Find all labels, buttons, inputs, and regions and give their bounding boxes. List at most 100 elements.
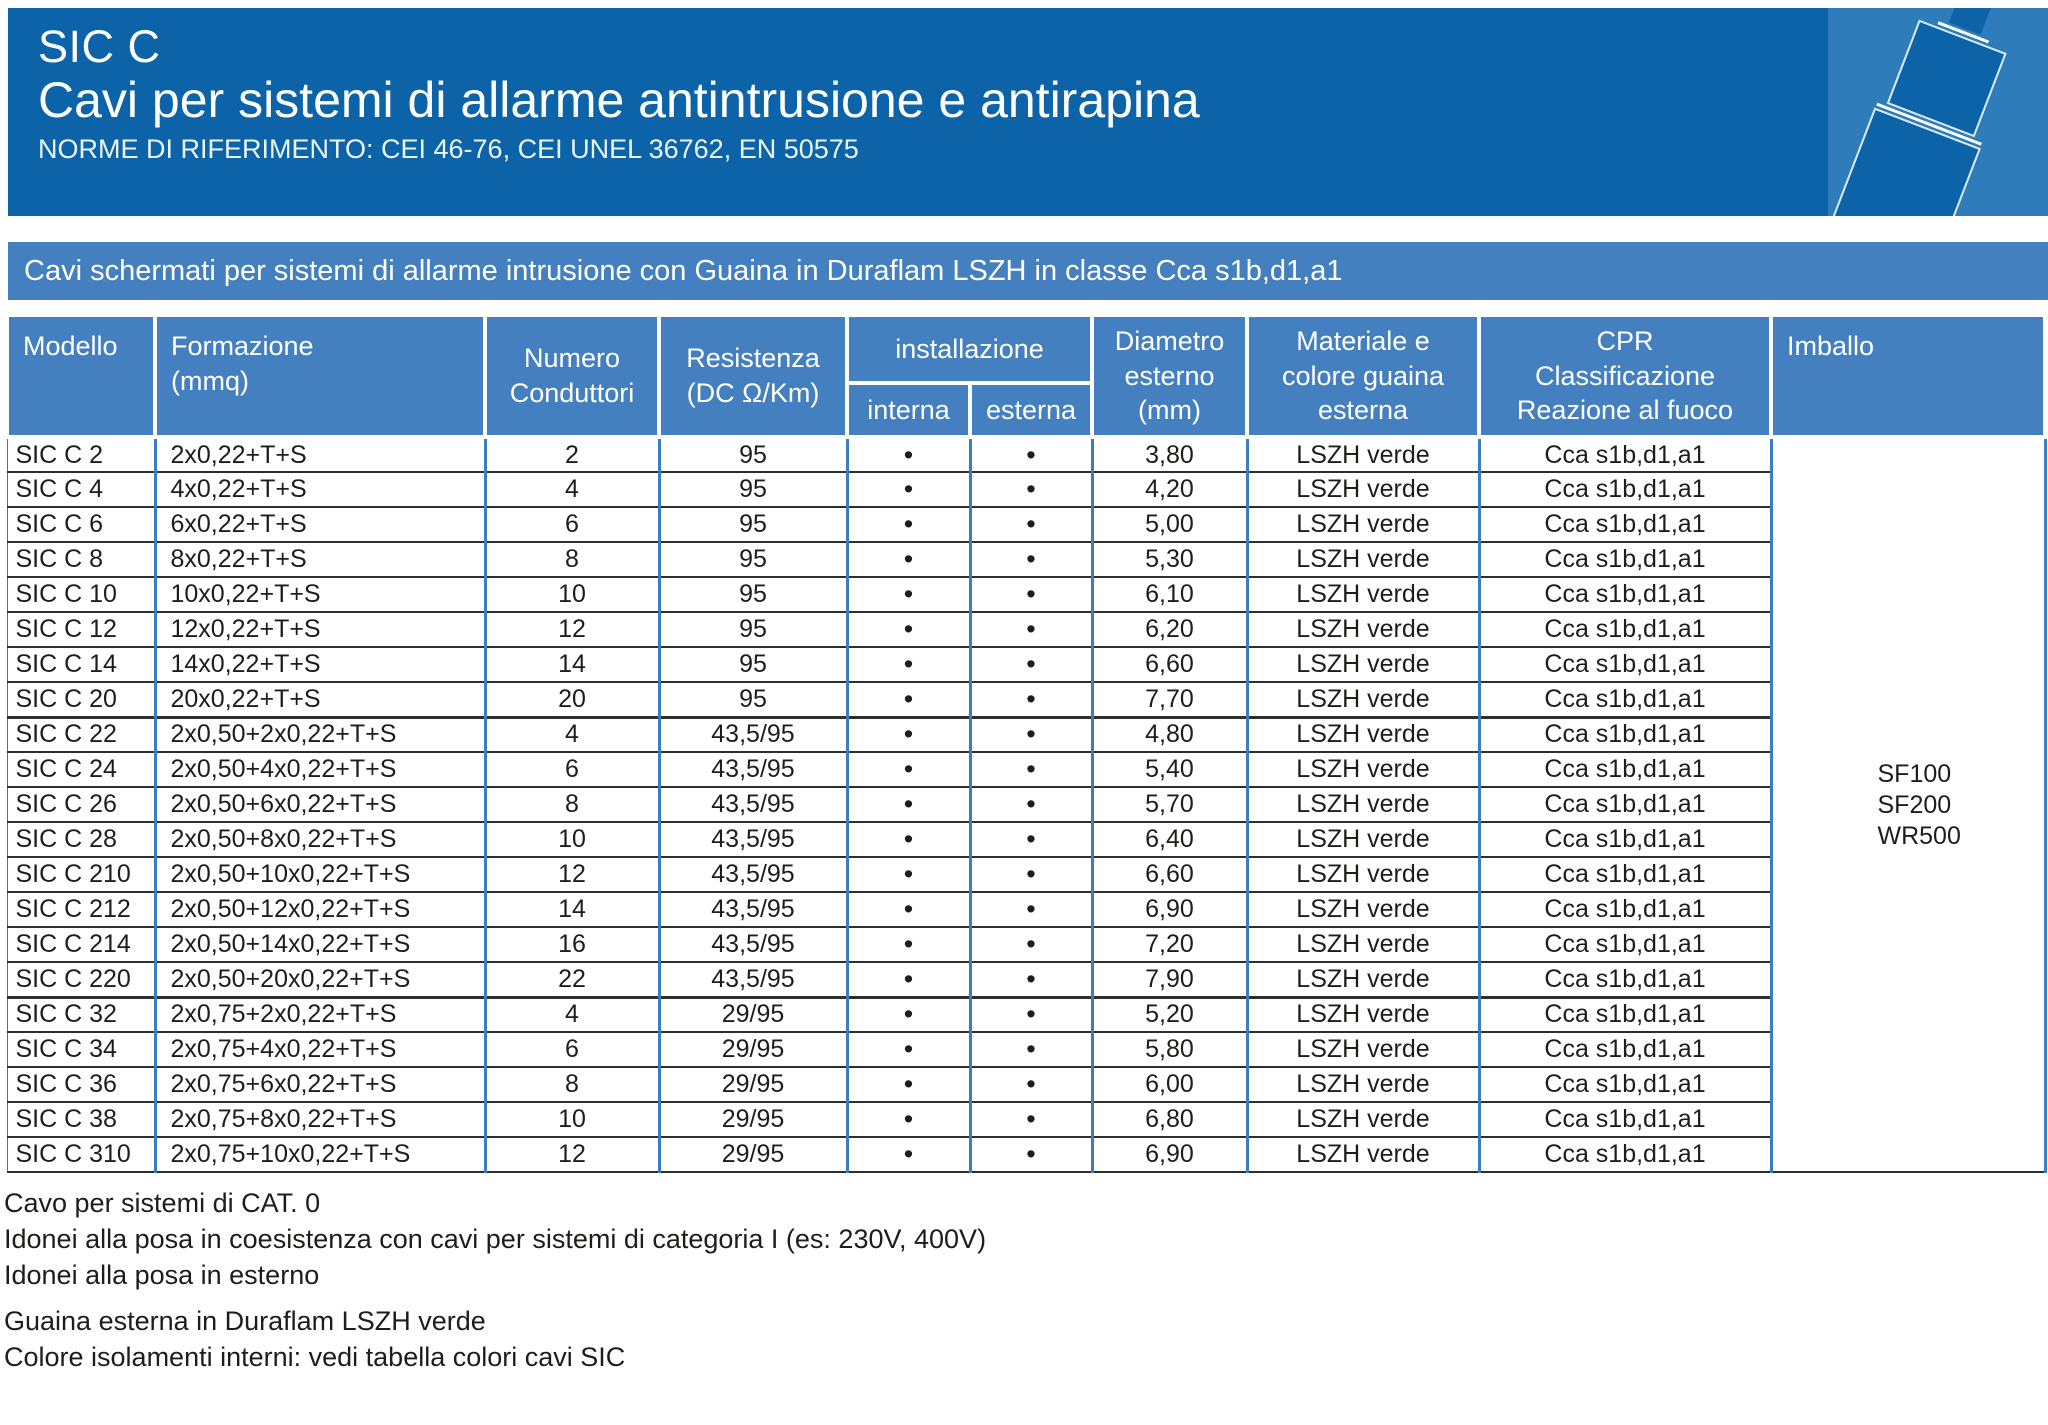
product-name: SIC C xyxy=(38,21,161,72)
cell-esterna-dot: • xyxy=(968,751,1092,787)
cell-formazione: 2x0,50+12x0,22+T+S xyxy=(153,891,485,927)
cell-resistenza: 95 xyxy=(657,681,847,717)
cell-diametro: 6,60 xyxy=(1090,646,1247,682)
cell-modello: SIC C 36 xyxy=(6,1066,155,1102)
cell-conduttori: 4 xyxy=(483,995,659,1032)
cable-icon xyxy=(1828,8,2048,216)
imballo-value: SF100 xyxy=(1877,759,1952,788)
cell-conduttori: 6 xyxy=(483,751,659,787)
cell-esterna-dot: • xyxy=(968,715,1092,752)
cell-conduttori: 2 xyxy=(483,437,659,472)
cell-guaina: LSZH verde xyxy=(1245,856,1479,892)
cell-modello: SIC C 14 xyxy=(6,646,155,682)
col-header-formazione: Formazione (mmq) xyxy=(153,313,487,439)
cell-modello: SIC C 38 xyxy=(6,1101,155,1137)
cell-modello: SIC C 20 xyxy=(6,681,155,717)
cell-guaina: LSZH verde xyxy=(1245,995,1479,1032)
cell-resistenza: 43,5/95 xyxy=(657,751,847,787)
cell-cpr: Cca s1b,d1,a1 xyxy=(1477,751,1771,787)
cell-interna-dot: • xyxy=(845,1136,970,1173)
note-line: Cavo per sistemi di CAT. 0 xyxy=(4,1188,321,1218)
table-row: SIC C 36 2x0,75+6x0,22+T+S 8 29/95 • • 6… xyxy=(6,1066,2045,1102)
cell-cpr: Cca s1b,d1,a1 xyxy=(1477,995,1771,1032)
cell-diametro: 7,90 xyxy=(1090,961,1247,997)
cell-guaina: LSZH verde xyxy=(1245,891,1479,927)
table-row: SIC C 212 2x0,50+12x0,22+T+S 14 43,5/95 … xyxy=(6,891,2045,927)
cell-guaina: LSZH verde xyxy=(1245,1066,1479,1102)
datasheet-page: SIC C Cavi per sistemi di allarme antint… xyxy=(4,8,2048,1372)
cell-diametro: 6,80 xyxy=(1090,1101,1247,1137)
cell-esterna-dot: • xyxy=(968,891,1092,927)
cell-esterna-dot: • xyxy=(968,1136,1092,1173)
cell-formazione: 2x0,75+8x0,22+T+S xyxy=(153,1101,485,1137)
page-title: Cavi per sistemi di allarme antintrusion… xyxy=(38,72,1200,129)
cell-resistenza: 43,5/95 xyxy=(657,856,847,892)
cell-formazione: 12x0,22+T+S xyxy=(153,611,485,647)
cell-cpr: Cca s1b,d1,a1 xyxy=(1477,437,1771,472)
cell-esterna-dot: • xyxy=(968,961,1092,997)
cell-modello: SIC C 310 xyxy=(6,1136,155,1173)
cell-interna-dot: • xyxy=(845,1031,970,1067)
table-row: SIC C 34 2x0,75+4x0,22+T+S 6 29/95 • • 5… xyxy=(6,1031,2045,1067)
cell-interna-dot: • xyxy=(845,437,970,472)
table-row: SIC C 310 2x0,75+10x0,22+T+S 12 29/95 • … xyxy=(6,1136,2045,1173)
cell-modello: SIC C 10 xyxy=(6,576,155,612)
cell-esterna-dot: • xyxy=(968,541,1092,577)
cell-interna-dot: • xyxy=(845,715,970,752)
cell-cpr: Cca s1b,d1,a1 xyxy=(1477,471,1771,507)
table-row: SIC C 210 2x0,50+10x0,22+T+S 12 43,5/95 … xyxy=(6,856,2045,892)
imballo-value: WR500 xyxy=(1877,821,1961,850)
cell-interna-dot: • xyxy=(845,1101,970,1137)
cell-cpr: Cca s1b,d1,a1 xyxy=(1477,1066,1771,1102)
cell-esterna-dot: • xyxy=(968,506,1092,542)
table-row: SIC C 32 2x0,75+2x0,22+T+S 4 29/95 • • 5… xyxy=(6,995,2045,1032)
cell-esterna-dot: • xyxy=(968,821,1092,857)
col-header-imballo: Imballo xyxy=(1769,313,2047,439)
cell-diametro: 7,20 xyxy=(1090,926,1247,962)
cell-conduttori: 12 xyxy=(483,611,659,647)
cell-formazione: 6x0,22+T+S xyxy=(153,506,485,542)
cell-interna-dot: • xyxy=(845,961,970,997)
table-body: SIC C 2 2x0,22+T+S 2 95 • • 3,80 LSZH ve… xyxy=(6,437,2047,1173)
cell-conduttori: 20 xyxy=(483,681,659,717)
imballo-value: SF200 xyxy=(1877,790,1952,819)
col-header-conduttori: Numero Conduttori xyxy=(483,313,661,439)
cell-interna-dot: • xyxy=(845,856,970,892)
cell-guaina: LSZH verde xyxy=(1245,926,1479,962)
cell-interna-dot: • xyxy=(845,506,970,542)
cell-interna-dot: • xyxy=(845,995,970,1032)
table-row: SIC C 14 14x0,22+T+S 14 95 • • 6,60 LSZH… xyxy=(6,646,2045,682)
cell-modello: SIC C 6 xyxy=(6,506,155,542)
table-row: SIC C 20 20x0,22+T+S 20 95 • • 7,70 LSZH… xyxy=(6,681,2045,717)
cell-interna-dot: • xyxy=(845,541,970,577)
cell-diametro: 6,10 xyxy=(1090,576,1247,612)
cell-formazione: 2x0,22+T+S xyxy=(153,437,485,472)
cell-esterna-dot: • xyxy=(968,856,1092,892)
cell-cpr: Cca s1b,d1,a1 xyxy=(1477,961,1771,997)
cell-resistenza: 29/95 xyxy=(657,1031,847,1067)
cell-guaina: LSZH verde xyxy=(1245,751,1479,787)
cell-diametro: 6,90 xyxy=(1090,891,1247,927)
cell-cpr: Cca s1b,d1,a1 xyxy=(1477,891,1771,927)
cell-esterna-dot: • xyxy=(968,995,1092,1032)
cell-conduttori: 12 xyxy=(483,856,659,892)
cell-diametro: 5,80 xyxy=(1090,1031,1247,1067)
cell-cpr: Cca s1b,d1,a1 xyxy=(1477,856,1771,892)
table-row: SIC C 38 2x0,75+8x0,22+T+S 10 29/95 • • … xyxy=(6,1101,2045,1137)
table-row: SIC C 4 4x0,22+T+S 4 95 • • 4,20 LSZH ve… xyxy=(6,471,2045,507)
cell-diametro: 3,80 xyxy=(1090,437,1247,472)
cell-cpr: Cca s1b,d1,a1 xyxy=(1477,1101,1771,1137)
cell-resistenza: 43,5/95 xyxy=(657,715,847,752)
cell-cpr: Cca s1b,d1,a1 xyxy=(1477,926,1771,962)
cell-formazione: 2x0,50+2x0,22+T+S xyxy=(153,715,485,752)
cell-guaina: LSZH verde xyxy=(1245,961,1479,997)
cell-guaina: LSZH verde xyxy=(1245,611,1479,647)
cell-resistenza: 43,5/95 xyxy=(657,891,847,927)
cell-esterna-dot: • xyxy=(968,786,1092,822)
col-header-cpr: CPR Classificazione Reazione al fuoco xyxy=(1477,313,1773,439)
cell-guaina: LSZH verde xyxy=(1245,576,1479,612)
cell-guaina: LSZH verde xyxy=(1245,506,1479,542)
cell-modello: SIC C 24 xyxy=(6,751,155,787)
cell-resistenza: 95 xyxy=(657,437,847,472)
cell-formazione: 2x0,50+10x0,22+T+S xyxy=(153,856,485,892)
